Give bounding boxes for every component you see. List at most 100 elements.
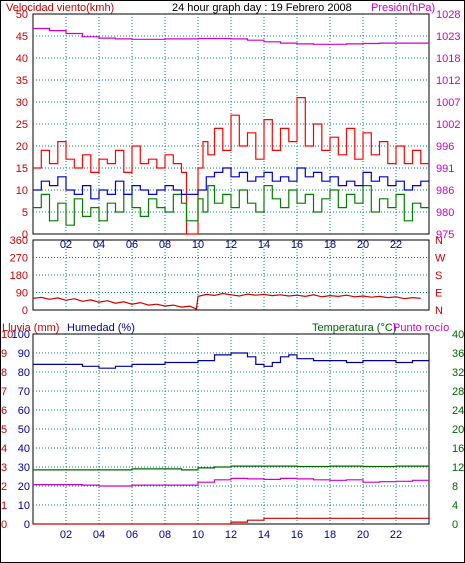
direction-tick-label: 360 — [10, 235, 28, 247]
climate-line-0 — [33, 352, 430, 369]
temperature-axis-ticks: 0 4 8 12 16 20 24 28 32 36 40 — [452, 329, 464, 531]
wind-tick-label: 5 — [22, 207, 28, 219]
temperature-axis-label: Temperatura (°C) — [312, 322, 396, 334]
humidity-tick-label: 80 — [18, 367, 30, 379]
humidity-tick-label: 30 — [18, 462, 30, 474]
series-line-0 — [33, 97, 429, 235]
temperature-tick-label: 20 — [452, 424, 464, 436]
climate-panel-series — [33, 352, 430, 525]
rain-tick-label: 4 — [1, 443, 7, 455]
x-tick-label: 12 — [225, 239, 237, 251]
x-tick-label: 10 — [192, 529, 204, 541]
direction-tick-label: 180 — [10, 270, 28, 282]
direction-letter: W — [435, 253, 446, 265]
x-tick-label: 02 — [60, 529, 72, 541]
pressure-tick-label: 1028 — [436, 9, 460, 21]
climate-line-1 — [33, 465, 429, 471]
x-tick-label: 18 — [324, 529, 336, 541]
pressure-tick-label: 1012 — [436, 75, 460, 87]
wind-tick-label: 20 — [16, 141, 28, 153]
temperature-tick-label: 16 — [452, 443, 464, 455]
wind-axis-ticks: 0 5 10 15 20 25 30 35 40 45 50 — [16, 9, 28, 241]
rain-tick-label: 5 — [1, 424, 7, 436]
x-tick-label: 08 — [159, 529, 171, 541]
pressure-axis-ticks: 975 980 986 991 996 1002 1007 1012 1018 1023 1028 — [436, 9, 460, 241]
direction-panel-grid — [33, 240, 429, 310]
pressure-axis-label: Presión(hPa) — [371, 2, 435, 14]
rain-tick-label: 6 — [1, 405, 7, 417]
series-line-1 — [33, 185, 429, 226]
humidity-tick-label: 100 — [12, 329, 30, 341]
wind-tick-label: 50 — [16, 9, 28, 21]
x-tick-label: 04 — [93, 239, 105, 251]
pressure-tick-label: 986 — [436, 185, 454, 197]
humidity-tick-label: 50 — [18, 424, 30, 436]
x-tick-label: 10 — [192, 239, 204, 251]
x-tick-label: 16 — [291, 529, 303, 541]
wind-tick-label: 0 — [22, 229, 28, 241]
pressure-tick-label: 1018 — [436, 53, 460, 65]
x-tick-label: 20 — [357, 529, 369, 541]
rain-tick-label: 9 — [1, 348, 7, 360]
rain-tick-label: 0 — [1, 519, 7, 531]
humidity-tick-label: 60 — [18, 405, 30, 417]
rain-tick-label: 1 — [1, 500, 7, 512]
direction-tick-label: 0 — [22, 305, 28, 317]
temperature-tick-label: 4 — [452, 500, 458, 512]
wind-speed-axis-label: Velocidad viento(kmh) — [6, 2, 114, 14]
x-tick-label: 22 — [390, 529, 402, 541]
humidity-tick-label: 20 — [18, 481, 30, 493]
pressure-tick-label: 1007 — [436, 97, 460, 109]
humidity-tick-label: 70 — [18, 386, 30, 398]
temperature-tick-label: 40 — [452, 329, 464, 341]
climate-panel-x-ticks: 02 04 06 08 10 12 14 16 18 20 22 — [60, 529, 402, 541]
wind-tick-label: 10 — [16, 185, 28, 197]
climate-line-3 — [33, 517, 429, 525]
x-tick-label: 14 — [258, 239, 270, 251]
rain-tick-label: 7 — [1, 386, 7, 398]
wind-panel-series — [33, 27, 430, 235]
wind-tick-label: 45 — [16, 31, 28, 43]
pressure-tick-label: 1023 — [436, 31, 460, 43]
humidity-tick-label: 0 — [24, 519, 30, 531]
direction-axis-ticks: 0 90 180 270 360 — [10, 235, 28, 317]
direction-letter: N — [435, 305, 443, 317]
direction-letter: S — [435, 270, 442, 282]
x-tick-label: 06 — [126, 239, 138, 251]
x-tick-label: 04 — [93, 529, 105, 541]
pressure-tick-label: 975 — [436, 229, 454, 241]
temperature-tick-label: 28 — [452, 386, 464, 398]
wind-panel-x-ticks: 02 04 06 08 10 12 14 16 18 20 22 — [60, 239, 402, 251]
temperature-tick-label: 0 — [452, 519, 458, 531]
x-tick-label: 14 — [258, 529, 270, 541]
direction-letter: N — [435, 235, 443, 247]
direction-tick-label: 270 — [10, 253, 28, 265]
dewpoint-axis-label: Punto rocío — [393, 322, 449, 334]
x-tick-label: 16 — [291, 239, 303, 251]
wind-tick-label: 35 — [16, 75, 28, 87]
temperature-tick-label: 12 — [452, 462, 464, 474]
x-tick-label: 20 — [357, 239, 369, 251]
direction-series — [32, 292, 421, 310]
wind-tick-label: 15 — [16, 163, 28, 175]
humidity-tick-label: 40 — [18, 443, 30, 455]
direction-letter: E — [435, 288, 442, 300]
rain-tick-label: 3 — [1, 462, 7, 474]
x-tick-label: 06 — [126, 529, 138, 541]
series-line-2 — [33, 167, 429, 200]
direction-tick-label: 90 — [16, 288, 28, 300]
x-tick-label: 18 — [324, 239, 336, 251]
temperature-tick-label: 8 — [452, 481, 458, 493]
pressure-tick-label: 1002 — [436, 119, 460, 131]
wind-tick-label: 30 — [16, 97, 28, 109]
x-tick-label: 08 — [159, 239, 171, 251]
x-tick-label: 12 — [225, 529, 237, 541]
chart-title: 24 hour graph day : 19 Febrero 2008 — [172, 2, 352, 14]
climate-line-2 — [33, 477, 429, 487]
